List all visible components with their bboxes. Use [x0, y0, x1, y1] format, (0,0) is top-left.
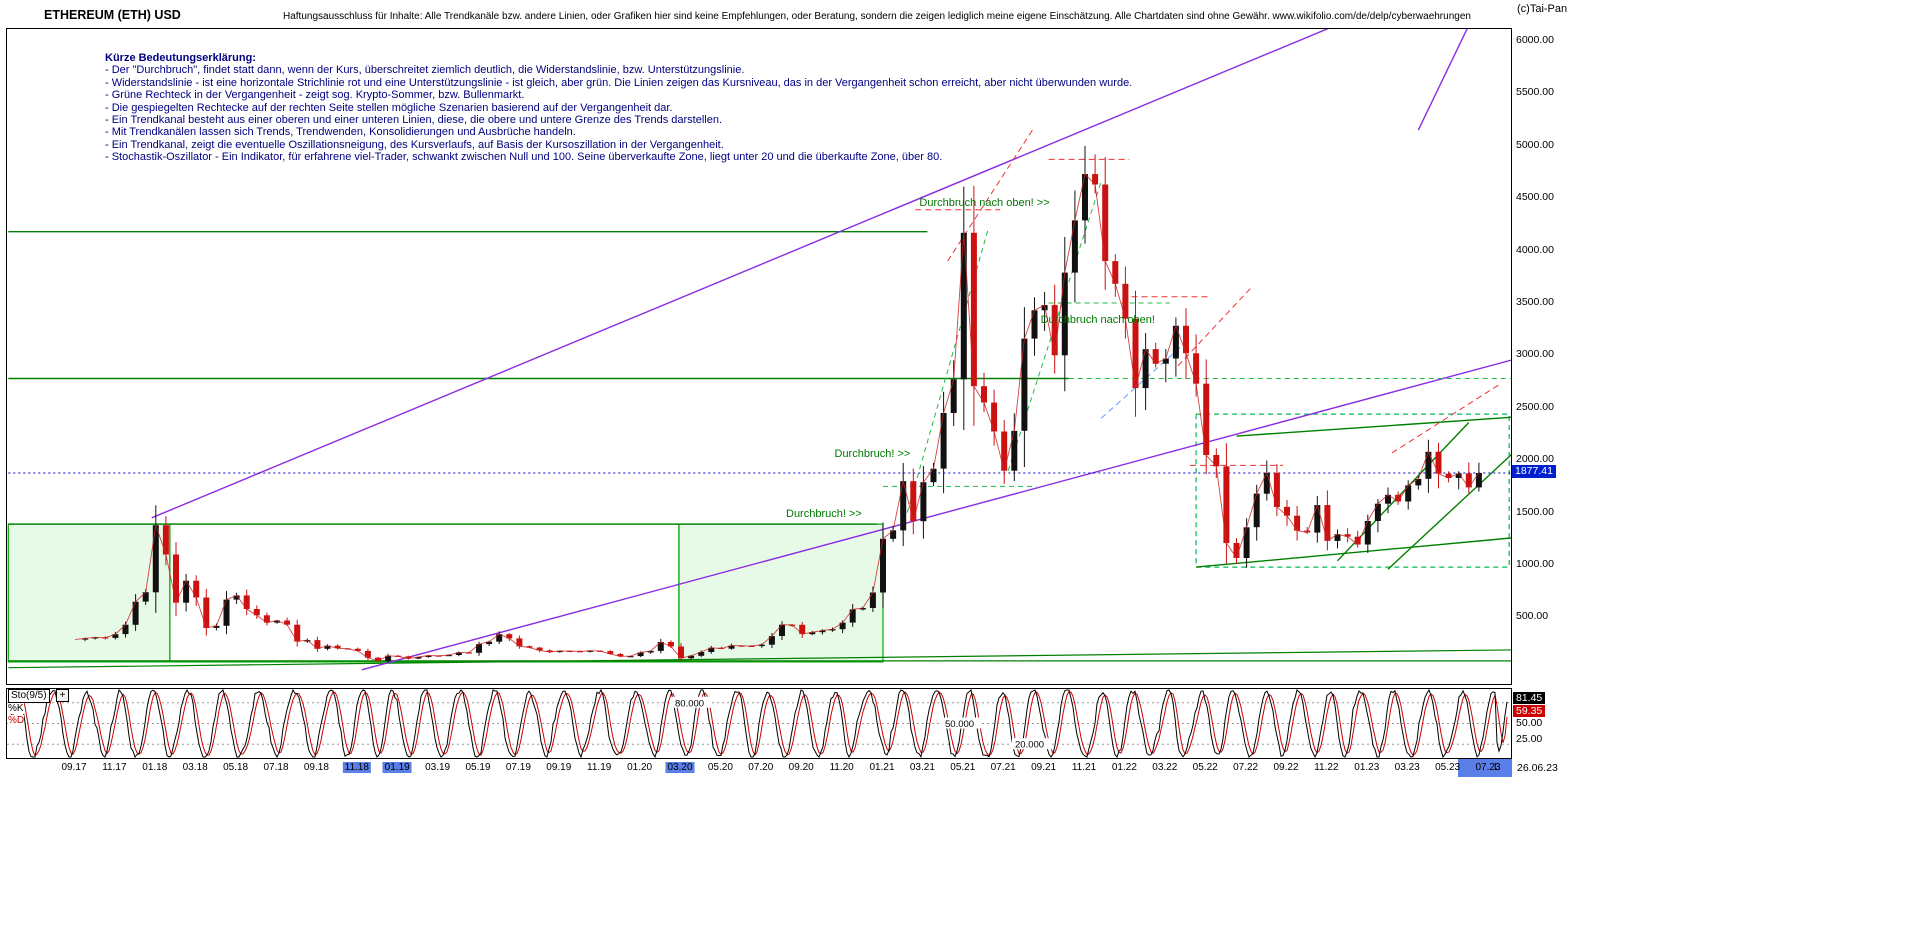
date-label: 01.20 [627, 762, 653, 773]
price-chart-svg: Durchbruch nach oben! >> Durchbruch nach … [7, 29, 1511, 671]
date-label: 05.21 [950, 762, 976, 773]
close-price-line [74, 173, 1480, 662]
candlesticks [74, 145, 1482, 663]
price-axis-label: 2500.00 [1516, 400, 1554, 413]
osc-axis-label-50: 50.00 [1516, 717, 1543, 729]
date-label: 07.21 [990, 762, 1016, 773]
percent-d-line [10, 690, 1508, 757]
price-axis-label: 2000.00 [1516, 453, 1554, 466]
price-axis-label: 500.00 [1516, 610, 1549, 623]
date-label: 01.23 [1354, 762, 1380, 773]
date-axis: 09.17 11.17 01.18 03.18 05.18 07.18 09.18 11.18… [6, 759, 1512, 777]
price-chart-area[interactable]: Durchbruch nach oben! >> Durchbruch nach … [6, 28, 1512, 685]
oscillator-panel: 80.000 50.000 20.000 [6, 688, 1512, 759]
date-label: 09.21 [1031, 762, 1057, 773]
breakout-annotations: Durchbruch nach oben! >> Durchbruch nach … [786, 197, 1155, 520]
price-axis-label: 6000.00 [1516, 34, 1554, 46]
date-label: 03.23 [1394, 762, 1420, 773]
svg-text:80.000: 80.000 [675, 698, 704, 709]
date-label: 01.18 [142, 762, 168, 773]
legend-line: - Die gespiegelten Rechtecke auf der rec… [105, 101, 673, 114]
date-label: 03.22 [1152, 762, 1178, 773]
svg-text:50.000: 50.000 [945, 719, 974, 730]
svg-text:20.000: 20.000 [1015, 740, 1044, 751]
date-label: 05.19 [465, 762, 491, 773]
date-label: 05.20 [707, 762, 733, 773]
chart-title: ETHEREUM (ETH) USD [44, 8, 181, 22]
date-label: 07.20 [748, 762, 774, 773]
oscillator-levels [7, 702, 1511, 745]
oscillator-level-labels: 80.000 50.000 20.000 [672, 696, 1052, 751]
svg-text:Durchbruch nach oben! >>: Durchbruch nach oben! >> [919, 197, 1049, 209]
bull-market-rects [7, 413, 1510, 663]
d-value-badge: 59.35 [1513, 705, 1546, 717]
date-label: 03.19 [425, 762, 451, 773]
date-label: 07.19 [505, 762, 531, 773]
date-label: 11.17 [102, 762, 127, 773]
date-label: 03.18 [182, 762, 208, 773]
date-label: 11.21 [1071, 762, 1097, 773]
date-label: 09.18 [303, 762, 329, 773]
oscillator-svg: 80.000 50.000 20.000 [7, 688, 1511, 759]
disclaimer-text: Haftungsausschluss für Inhalte: Alle Tre… [283, 11, 1471, 22]
date-label: 01.22 [1111, 762, 1137, 773]
legend-line: - Ein Trendkanal, zeigt die eventuelle O… [105, 138, 724, 151]
k-value-badge: 81.45 [1513, 692, 1546, 704]
legend-line: - Ein Trendkanal besteht aus einer obere… [105, 114, 723, 127]
date-label: 11.22 [1314, 762, 1339, 773]
svg-text:Durchbruch! >>: Durchbruch! >> [786, 508, 862, 520]
legend-block: Kürze Bedeutungserklärung: - Der "Durchb… [105, 52, 1132, 164]
price-axis-label: 5000.00 [1516, 138, 1554, 151]
date-label: 11.20 [829, 762, 854, 773]
last-date-label: 26.06.23 [1517, 762, 1558, 774]
date-label: 05.23 [1435, 762, 1461, 773]
price-axis-label: 5500.00 [1516, 86, 1554, 99]
legend-line: - Widerstandslinie - ist eine horizontal… [105, 76, 1133, 89]
legend-line: - Grüne Rechteck in der Vergangenheit - … [105, 89, 525, 102]
date-label: 11.19 [587, 762, 612, 773]
date-label: 09.22 [1273, 762, 1299, 773]
indicator-expand-button[interactable]: + [56, 689, 69, 702]
date-label: 03.21 [909, 762, 935, 773]
date-label: 01.21 [869, 762, 895, 773]
last-bar-marker: L [1494, 762, 1500, 773]
date-label: 05.22 [1192, 762, 1218, 773]
legend-line: - Stochastik-Oszillator - Ein Indikator,… [105, 151, 943, 164]
date-label: 01.19 [382, 762, 412, 773]
date-label: 09.20 [788, 762, 814, 773]
date-label: 09.19 [546, 762, 572, 773]
price-axis-label: 4500.00 [1516, 191, 1554, 204]
percent-k-line [10, 688, 1508, 759]
price-axis-label: 1500.00 [1516, 505, 1554, 518]
date-label: 07.22 [1233, 762, 1259, 773]
price-axis-label: 1000.00 [1516, 558, 1554, 570]
date-axis-highlight-end [1458, 759, 1512, 777]
copyright-label: (c)Tai-Pan [1517, 3, 1568, 15]
legend-heading: Kürze Bedeutungserklärung: [105, 52, 256, 64]
date-label: 05.18 [223, 762, 249, 773]
date-label: 11.18 [342, 762, 371, 773]
legend-line: - Mit Trendkanälen lassen sich Trends, T… [105, 126, 576, 139]
d-line-label: %D [8, 715, 25, 726]
date-label: 03.20 [665, 762, 695, 773]
legend-line: - Der "Durchbruch", findet statt dann, w… [105, 64, 745, 77]
svg-text:Durchbruch nach oben!: Durchbruch nach oben! [1041, 314, 1155, 326]
date-label: 07.23 [1475, 762, 1501, 773]
svg-text:Durchbruch! >>: Durchbruch! >> [835, 448, 911, 460]
date-label: 07.18 [263, 762, 289, 773]
osc-axis-label-25: 25.00 [1516, 733, 1543, 745]
price-axis-label: 4000.00 [1516, 243, 1554, 256]
date-label: 09.17 [61, 762, 87, 773]
price-axis-label: 3500.00 [1516, 296, 1554, 308]
last-price-badge: 1877.41 [1512, 465, 1556, 479]
stochastic-indicator-label: Sto(9/5) [8, 689, 50, 703]
price-axis-label: 3000.00 [1516, 348, 1554, 361]
k-line-label: %K [8, 703, 24, 714]
